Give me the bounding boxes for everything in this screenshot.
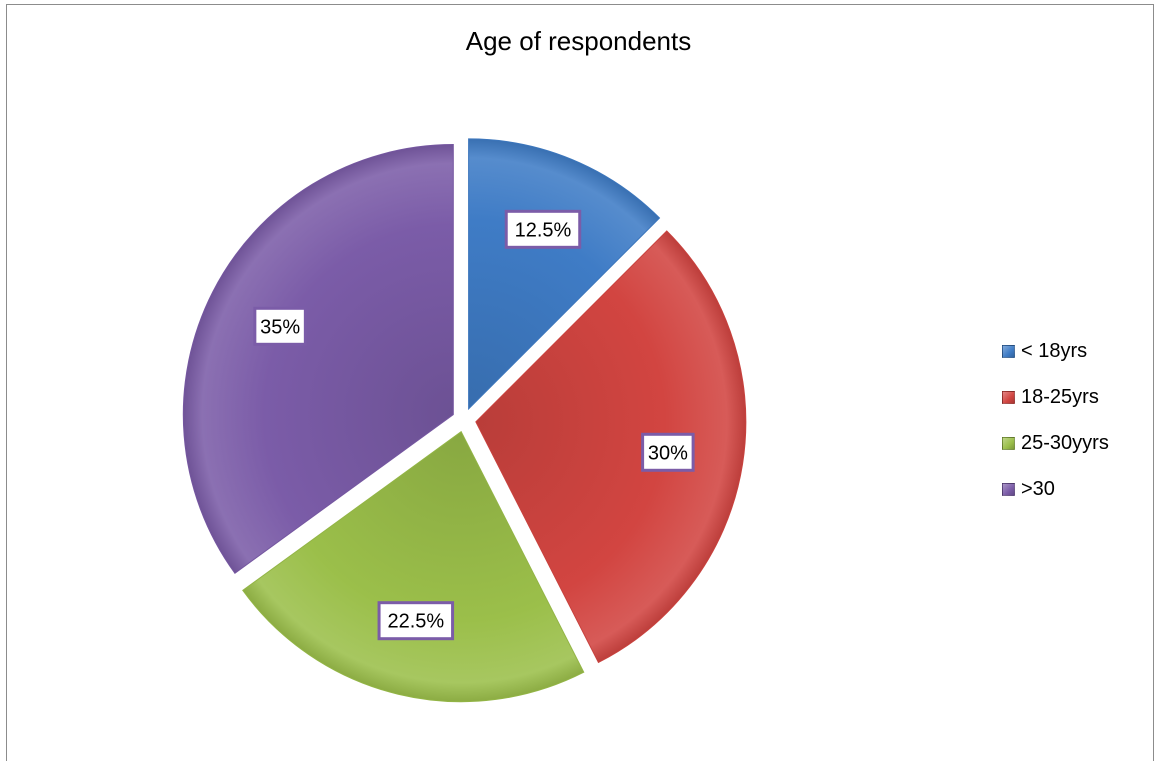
legend-item: 25-30yyrs xyxy=(1002,420,1109,466)
data-label: 22.5% xyxy=(387,611,444,633)
pie-slice-3 xyxy=(182,144,454,574)
data-label-box xyxy=(641,432,695,472)
chart-title: Age of respondents xyxy=(465,26,692,56)
legend-label: 18-25yrs xyxy=(1021,385,1099,408)
legend-swatch xyxy=(1002,344,1015,358)
data-label-box xyxy=(253,306,307,346)
legend: < 18yrs 18-25yrs 25-30yyrs >30 xyxy=(1002,328,1109,512)
legend-label: >30 xyxy=(1021,477,1055,500)
legend-swatch xyxy=(1002,482,1015,496)
data-label-box xyxy=(504,209,582,249)
legend-swatch xyxy=(1002,390,1015,404)
legend-swatch xyxy=(1002,436,1015,450)
legend-item: < 18yrs xyxy=(1002,328,1109,374)
legend-item: >30 xyxy=(1002,466,1109,512)
pie-slice-2 xyxy=(242,430,585,703)
data-label-box xyxy=(377,601,455,641)
data-label: 35% xyxy=(260,316,300,338)
data-label: 12.5% xyxy=(515,219,572,241)
legend-label: < 18yrs xyxy=(1021,339,1088,362)
data-label: 30% xyxy=(648,442,688,464)
legend-label: 25-30yyrs xyxy=(1021,431,1109,454)
pie-slice-0 xyxy=(468,138,661,411)
pie-slice-1 xyxy=(475,230,747,664)
legend-item: 18-25yrs xyxy=(1002,374,1109,420)
